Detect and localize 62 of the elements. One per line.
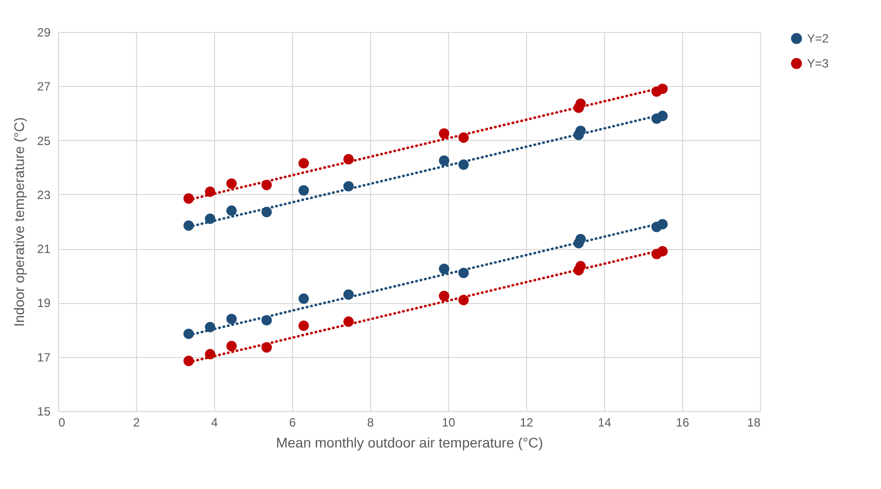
point (261, 206, 272, 218)
x-tick-label: 2 (133, 416, 140, 430)
y-tick-label: 27 (37, 80, 51, 94)
point (438, 128, 450, 139)
point (458, 132, 469, 143)
point (343, 154, 354, 164)
point (226, 205, 237, 216)
x-tick-label: 16 (676, 416, 690, 430)
point (458, 268, 469, 278)
y-tick-label: 21 (37, 242, 51, 256)
point (657, 218, 668, 230)
point (458, 294, 469, 306)
x-tick-label: 4 (211, 416, 218, 430)
point (204, 214, 216, 224)
point (226, 314, 237, 324)
point (343, 316, 354, 327)
y-axis-title: Indoor operative temperature (°C) (11, 117, 28, 327)
point (298, 158, 309, 169)
point (204, 322, 216, 332)
y-tick-label: 29 (37, 26, 51, 40)
x-tick-label: 12 (520, 416, 534, 430)
y-tick-label: 15 (37, 404, 51, 418)
point (261, 342, 272, 353)
point (458, 159, 469, 170)
point (183, 220, 194, 231)
y-tick-label: 19 (37, 296, 51, 310)
x-tick-label: 10 (442, 416, 456, 430)
point (657, 110, 668, 122)
y-tick-label: 25 (37, 134, 51, 148)
legend-label: Y=3 (807, 56, 830, 70)
x-tick-label: 8 (367, 416, 374, 430)
point (226, 340, 237, 352)
point (183, 193, 194, 204)
point (204, 348, 216, 360)
x-axis-title: Mean monthly outdoor air temperature (°C) (276, 434, 544, 450)
point (438, 264, 450, 274)
point (226, 178, 237, 189)
x-tick-label: 14 (598, 416, 612, 430)
x-tick-label: 6 (289, 416, 296, 430)
point (657, 84, 668, 94)
point (438, 290, 450, 302)
point (204, 186, 216, 197)
point (575, 98, 586, 109)
x-tick-label: 18 (747, 416, 761, 430)
legend-label: Y=2 (807, 32, 830, 46)
point (183, 356, 194, 366)
y-tick-label: 17 (37, 350, 51, 364)
point (343, 289, 354, 300)
point (575, 126, 586, 136)
point (575, 234, 586, 244)
x-tick-label: 0 (58, 416, 66, 430)
point (298, 293, 309, 304)
point (298, 185, 309, 196)
point (298, 320, 309, 331)
point (261, 180, 272, 190)
point (343, 181, 354, 192)
point (438, 155, 450, 166)
point (261, 315, 272, 326)
y-tick-label: 23 (37, 188, 51, 202)
point (575, 260, 586, 272)
point (657, 246, 668, 257)
point (183, 328, 194, 340)
